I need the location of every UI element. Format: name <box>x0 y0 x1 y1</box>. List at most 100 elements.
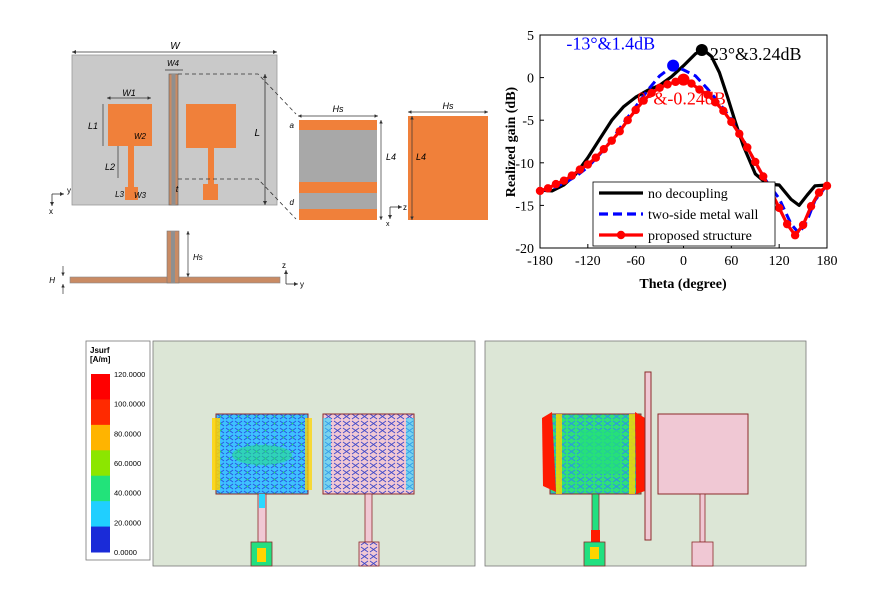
series-marker-point <box>782 219 792 229</box>
axis-label-z-2: z <box>282 261 286 270</box>
feed-left-hot-2 <box>591 530 600 546</box>
dim-label-a: a <box>290 121 295 130</box>
x-axis-title: Theta (degree) <box>639 277 727 292</box>
dim-label-hs-2: Hs <box>443 101 454 111</box>
feed-line-left <box>128 146 134 188</box>
patch-left-edge-left <box>212 418 220 490</box>
wall-substrate-lower <box>299 193 377 209</box>
port-left-hot <box>257 548 266 562</box>
legend-label: two-side metal wall <box>648 208 759 223</box>
patch-right-current-2 <box>657 413 749 495</box>
series-marker-point <box>814 188 824 197</box>
jsurf-level-label: 20.0000 <box>114 518 141 527</box>
series-marker-point <box>583 160 593 169</box>
y-tick-label: -10 <box>515 157 534 172</box>
patch-right-edge-right <box>406 418 414 490</box>
patch-left-edge-red-left <box>542 412 556 492</box>
jsurf-color-scale: 120.0000 100.0000 80.0000 60.0000 40.0000 20.… <box>91 370 145 557</box>
dim-label-w1: W1 <box>122 88 136 98</box>
decoupling-wall-core <box>171 74 176 205</box>
dim-label-t: t <box>176 184 179 194</box>
y-tick-label: -5 <box>522 114 534 129</box>
feed-right-current <box>364 493 373 543</box>
dim-label-l: L <box>254 128 260 139</box>
series-marker-point <box>703 90 712 99</box>
patch-left-current-center <box>232 445 292 465</box>
series-marker-point <box>743 143 752 152</box>
patch-right-current <box>322 413 415 495</box>
wall-strip-bottom <box>299 209 377 220</box>
jsurf-legend-unit: [A/m] <box>90 355 111 364</box>
jsurf-color-segment <box>91 399 110 426</box>
dim-label-d: d <box>290 198 295 207</box>
series-marker-point <box>575 165 585 174</box>
axis-label-y: y <box>67 186 71 195</box>
series-marker-point <box>599 144 608 154</box>
dim-label-h: H <box>49 276 55 285</box>
patch-left-hot-core <box>580 430 620 474</box>
series-marker-point <box>639 96 648 105</box>
series-marker-point <box>695 85 704 94</box>
jsurf-color-segment <box>91 450 110 477</box>
series-marker-point <box>607 136 616 145</box>
side-view-wall-core <box>171 231 175 283</box>
annotation-label: -13°&1.4dB <box>566 34 655 54</box>
port-left-hot-2 <box>590 547 599 559</box>
series-marker-point <box>551 179 561 189</box>
jsurf-color-segment <box>91 424 110 451</box>
dim-label-w2: W2 <box>134 132 147 141</box>
jsurf-color-segment <box>91 501 110 528</box>
series-marker-point <box>687 79 696 88</box>
legend-items: no decoupling two-side metal wall proposed… <box>599 187 759 244</box>
series-marker-point <box>727 117 736 127</box>
feed-left-hot <box>259 494 265 508</box>
annotation-point <box>667 59 680 72</box>
jsurf-level-label: 40.0000 <box>114 489 141 498</box>
series-marker-point <box>543 184 553 193</box>
annotation-label: 0°&-0.24dB <box>637 89 726 109</box>
patch-left-edge-right <box>305 418 312 490</box>
wall-strip-middle <box>299 182 377 193</box>
series-marker-point <box>623 116 632 125</box>
series-marker-point <box>591 153 601 162</box>
jsurf-level-label: 120.0000 <box>114 370 145 379</box>
series-marker-point <box>559 176 569 185</box>
axis-label-x-2: x <box>386 221 390 228</box>
dim-label-l2: L2 <box>105 162 115 172</box>
feed-line-right <box>208 148 214 184</box>
feed-pad-left <box>125 187 138 200</box>
patch-left-edge-yellow-left <box>556 414 562 494</box>
x-tick-label: 60 <box>724 254 738 269</box>
series-marker-point <box>567 171 577 180</box>
chart-ticks: -180 -120 -60 0 60 120 180 5 0 -5 -10 -15 -20 <box>515 29 837 269</box>
series-marker-point <box>615 127 624 136</box>
jsurf-level-label: 100.0000 <box>114 400 145 409</box>
series-marker-point <box>719 106 728 116</box>
dim-label-hs-3: Hs <box>193 253 203 262</box>
y-tick-label: 0 <box>527 72 534 87</box>
x-tick-label: -180 <box>527 254 553 269</box>
jsurf-level-label: 0.0000 <box>114 548 137 557</box>
zoom-line-bottom <box>178 178 297 220</box>
y-tick-label: -15 <box>515 199 534 214</box>
patch-right <box>186 104 236 148</box>
jsurf-legend-title: Jsurf <box>90 346 110 355</box>
dim-label-l3: L3 <box>115 190 124 199</box>
dim-label-l4-2: L4 <box>416 152 426 162</box>
dim-label-hs-1: Hs <box>333 104 344 114</box>
legend-label: no decoupling <box>648 187 728 202</box>
current-panel-no-decoupling <box>152 340 476 567</box>
zoom-line-top <box>178 73 297 115</box>
port-right-current-2 <box>691 541 714 567</box>
annotation-point <box>695 43 708 56</box>
annotation-label: 23°&3.24dB <box>710 44 802 64</box>
feed-pad-right <box>203 184 218 200</box>
patch-right-edge-left <box>323 418 331 490</box>
current-distribution-figure: Jsurf [A/m] 120.0000 100.0000 80.0000 60.00… <box>85 340 807 567</box>
chart-legend: no decoupling two-side metal wall proposed… <box>592 181 776 247</box>
jsurf-level-label: 80.0000 <box>114 429 141 438</box>
dim-label-l1: L1 <box>88 121 98 131</box>
series-marker-point <box>806 202 816 211</box>
solid-metal-wall <box>408 116 488 220</box>
